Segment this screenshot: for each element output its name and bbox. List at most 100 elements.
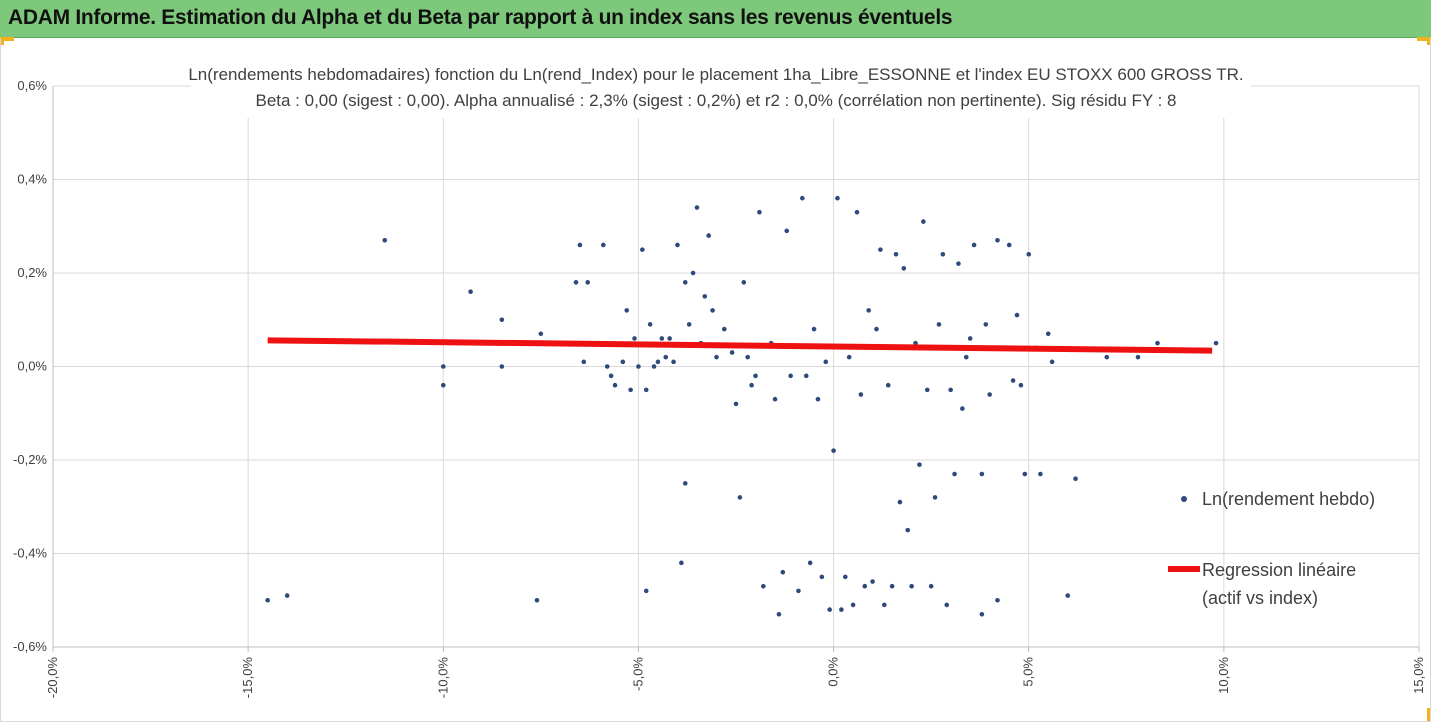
data-point xyxy=(499,364,505,369)
data-point xyxy=(928,583,934,589)
x-tick-label: -20,0% xyxy=(45,657,60,699)
data-point xyxy=(842,574,848,580)
data-point xyxy=(761,583,766,589)
data-point xyxy=(440,382,446,388)
data-point xyxy=(952,471,957,477)
legend-marker-points xyxy=(1181,496,1187,502)
x-tick-label: -10,0% xyxy=(435,657,450,699)
x-tick-label: 0,0% xyxy=(826,657,841,687)
data-point xyxy=(733,401,739,407)
data-point xyxy=(917,462,922,467)
data-point xyxy=(682,280,688,285)
data-point xyxy=(862,583,868,589)
data-point xyxy=(807,560,813,566)
data-point xyxy=(878,247,883,252)
corner-accent-left xyxy=(0,37,14,41)
data-point xyxy=(632,336,637,341)
data-point xyxy=(608,373,614,379)
data-point xyxy=(601,242,606,248)
data-point xyxy=(854,209,860,215)
data-point xyxy=(468,289,473,294)
data-point xyxy=(1104,354,1110,360)
data-point xyxy=(1045,331,1051,337)
x-tick-label: -5,0% xyxy=(630,657,645,691)
data-point xyxy=(265,597,270,603)
corner-accent-right-vertical xyxy=(1427,37,1431,45)
scatter-chart: -20,0% -15,0% -10,0% -5,0% 0,0% 5,0% 10,0% 15,0… xyxy=(13,58,1426,699)
corner-accent-right xyxy=(1417,37,1431,41)
data-point xyxy=(780,569,786,575)
data-point xyxy=(839,607,844,612)
data-point xyxy=(702,294,708,299)
data-point xyxy=(971,242,977,248)
data-point xyxy=(870,579,875,584)
legend: Ln(rendement hebdo) Regression linéaire … xyxy=(1168,489,1375,608)
report-banner: ADAM Informe. Estimation du Alpha et du … xyxy=(0,0,1431,38)
data-point xyxy=(577,242,583,248)
y-tick-label: 0,0% xyxy=(17,359,47,374)
data-point xyxy=(889,583,895,589)
legend-label-line-1: Regression linéaire xyxy=(1202,560,1356,580)
data-point xyxy=(440,364,446,369)
data-point xyxy=(983,322,989,327)
data-point xyxy=(874,326,879,332)
chart-subtitle: Beta : 0,00 (sigest : 0,00). Alpha annua… xyxy=(255,91,1176,110)
data-point xyxy=(936,322,942,327)
x-tick-label: 10,0% xyxy=(1216,657,1231,694)
data-point xyxy=(1022,471,1028,477)
data-point xyxy=(940,252,946,257)
data-point xyxy=(636,364,641,369)
gridlines xyxy=(53,85,1420,648)
data-point xyxy=(1006,242,1012,248)
data-point xyxy=(1014,312,1020,318)
chart-title: Ln(rendements hebdomadaires) fonction du… xyxy=(188,65,1243,84)
data-point xyxy=(745,354,751,360)
data-point xyxy=(655,359,661,365)
data-point xyxy=(534,597,540,603)
data-point xyxy=(1038,471,1043,477)
data-point xyxy=(948,387,953,393)
data-point xyxy=(694,205,700,210)
data-point xyxy=(585,280,590,285)
chart-frame: -20,0% -15,0% -10,0% -5,0% 0,0% 5,0% 10,0% 15,0… xyxy=(0,38,1431,722)
y-tick-label: -0,4% xyxy=(13,546,47,561)
data-point xyxy=(932,495,938,500)
data-point xyxy=(846,354,852,360)
data-point xyxy=(772,396,778,402)
data-point xyxy=(690,270,696,276)
data-point xyxy=(663,354,669,360)
data-point xyxy=(784,228,790,234)
data-point xyxy=(729,350,735,355)
data-point xyxy=(831,448,836,453)
data-point xyxy=(963,354,969,360)
data-point xyxy=(581,359,587,365)
data-point xyxy=(284,593,290,598)
data-point xyxy=(905,527,911,533)
data-point xyxy=(1073,476,1078,482)
data-point xyxy=(679,560,684,566)
data-point xyxy=(1018,382,1024,388)
data-point xyxy=(815,396,821,402)
data-point xyxy=(913,340,918,346)
data-point xyxy=(979,471,985,477)
data-point xyxy=(628,387,633,393)
data-point xyxy=(1065,593,1071,598)
data-point xyxy=(382,237,388,243)
data-point xyxy=(956,261,961,266)
data-point xyxy=(757,209,762,215)
data-point xyxy=(499,317,505,323)
data-point xyxy=(620,359,626,365)
data-point xyxy=(737,495,743,500)
data-point xyxy=(604,364,610,369)
data-point xyxy=(995,597,1000,603)
data-point xyxy=(1155,340,1160,346)
data-point xyxy=(979,611,985,617)
data-point xyxy=(671,359,676,365)
x-tick-label: -15,0% xyxy=(240,657,255,699)
data-point xyxy=(811,326,817,332)
x-tick-label: 15,0% xyxy=(1411,657,1426,694)
data-point xyxy=(643,387,649,393)
data-point xyxy=(538,331,544,337)
data-point xyxy=(803,373,809,379)
data-point xyxy=(921,219,926,224)
